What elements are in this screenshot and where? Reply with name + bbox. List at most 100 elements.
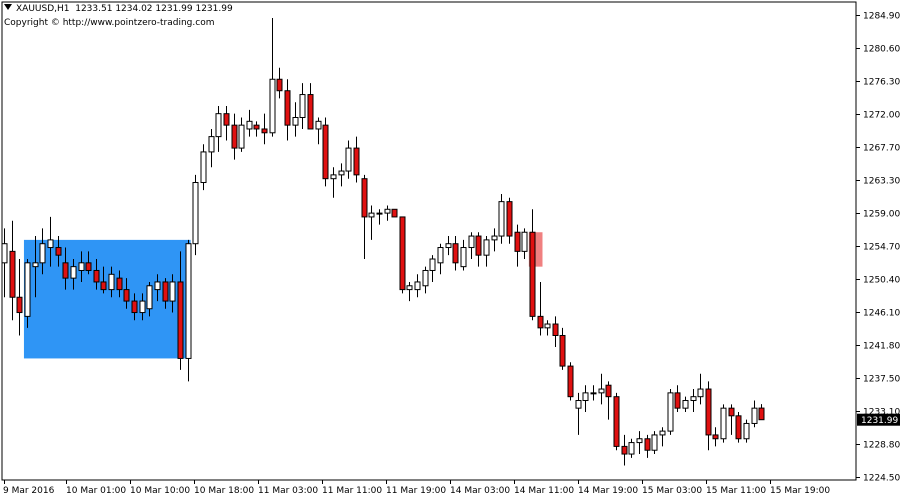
bear-candle-body — [537, 315, 544, 329]
bear-candle-body — [253, 124, 260, 130]
candle — [498, 193, 505, 244]
candle — [231, 113, 238, 160]
candle — [720, 404, 727, 443]
candle — [376, 209, 383, 225]
x-tick-label: 10 Mar 18:00 — [194, 486, 254, 496]
candle — [391, 208, 398, 218]
y-tick-label: 1224.50 — [863, 474, 900, 484]
bear-candle-body — [621, 445, 628, 455]
bull-candle-body — [590, 392, 597, 395]
bear-candle-body — [131, 300, 138, 314]
candle — [192, 174, 199, 256]
y-tick-label: 1272.00 — [863, 111, 900, 121]
y-tick-label: 1246.10 — [863, 309, 900, 319]
bear-candle-body — [705, 388, 712, 436]
candle — [139, 293, 146, 321]
candle — [697, 373, 704, 405]
candle — [169, 274, 176, 313]
candle — [215, 106, 222, 152]
bear-candle-body — [353, 147, 360, 176]
y-tick-label: 1228.80 — [863, 441, 900, 451]
x-tick-label: 14 Mar 03:00 — [450, 486, 510, 496]
dropdown-triangle-icon[interactable] — [4, 4, 12, 10]
y-tick-label: 1280.60 — [863, 45, 900, 55]
candle — [605, 381, 612, 420]
bull-candle-body — [315, 120, 322, 130]
bull-candle-body — [32, 262, 39, 268]
candle — [644, 434, 651, 458]
candle — [460, 239, 467, 271]
bull-candle-body — [697, 388, 704, 398]
candle — [429, 255, 436, 282]
candle — [238, 117, 245, 152]
candle — [208, 128, 215, 168]
candle — [529, 209, 536, 321]
bull-candle-body — [414, 281, 421, 291]
x-tick-label: 14 Mar 11:00 — [514, 486, 574, 496]
candle — [330, 167, 337, 198]
x-tick-label: 15 Mar 11:00 — [706, 486, 766, 496]
bull-candle-body — [406, 285, 413, 291]
candle — [552, 316, 559, 347]
y-tick-label: 1263.30 — [863, 177, 900, 187]
x-tick-label: 11 Mar 11:00 — [322, 486, 382, 496]
candle — [368, 205, 375, 240]
y-tick-label: 1241.80 — [863, 342, 900, 352]
bear-candle-body — [613, 396, 620, 447]
bull-candle-body — [368, 212, 375, 218]
candle — [705, 381, 712, 451]
candle — [322, 117, 329, 187]
bear-candle-body — [116, 277, 123, 291]
ohlc-values: 1233.51 1234.02 1231.99 1231.99 — [75, 4, 233, 14]
candle — [1, 228, 8, 298]
bear-candle-body — [735, 415, 742, 440]
candle — [690, 389, 697, 412]
bull-candle-body — [376, 212, 383, 215]
candle — [598, 373, 605, 405]
candle — [223, 106, 230, 141]
bear-candle-body — [475, 235, 482, 256]
bull-candle-body — [292, 116, 299, 126]
y-tick-label: 1233.10 — [863, 408, 900, 418]
candle — [108, 266, 115, 298]
candle — [506, 197, 513, 244]
candle — [758, 404, 765, 421]
bull-candle-body — [751, 407, 758, 424]
candle — [246, 109, 253, 137]
candle — [751, 400, 758, 428]
bull-candle-body — [460, 247, 467, 268]
bear-candle-body — [223, 113, 230, 126]
candle — [353, 136, 360, 183]
bull-candle-body — [429, 258, 436, 271]
bull-candle-body — [47, 239, 54, 249]
y-tick-label: 1276.30 — [863, 78, 900, 88]
candle — [659, 427, 666, 447]
candle — [437, 243, 444, 275]
bull-candle-body — [659, 430, 666, 436]
bull-candle-body — [628, 442, 635, 455]
bull-candle-body — [491, 235, 498, 241]
bull-candle-body — [338, 170, 345, 176]
bull-candle-body — [238, 124, 245, 149]
bear-candle-body — [728, 407, 735, 417]
bear-candle-body — [284, 90, 291, 126]
bull-candle-body — [185, 243, 192, 359]
candle — [452, 236, 459, 271]
chart-header: XAUUSD,H1 1233.51 1234.02 1231.99 1231.9… — [4, 4, 233, 14]
x-tick-label: 15 Mar 03:00 — [642, 486, 702, 496]
y-tick-label: 1250.40 — [863, 276, 900, 286]
bull-candle-body — [582, 392, 589, 402]
candle — [636, 431, 643, 455]
candle — [514, 224, 521, 267]
bear-candle-body — [231, 124, 238, 149]
bear-candle-body — [529, 231, 536, 317]
bull-candle-body — [743, 422, 750, 440]
candle — [32, 236, 39, 298]
bear-candle-body — [712, 434, 719, 440]
bear-candle-body — [276, 78, 283, 92]
candle — [154, 274, 161, 302]
candle — [47, 216, 54, 267]
candle — [414, 274, 421, 298]
candle — [468, 232, 475, 260]
